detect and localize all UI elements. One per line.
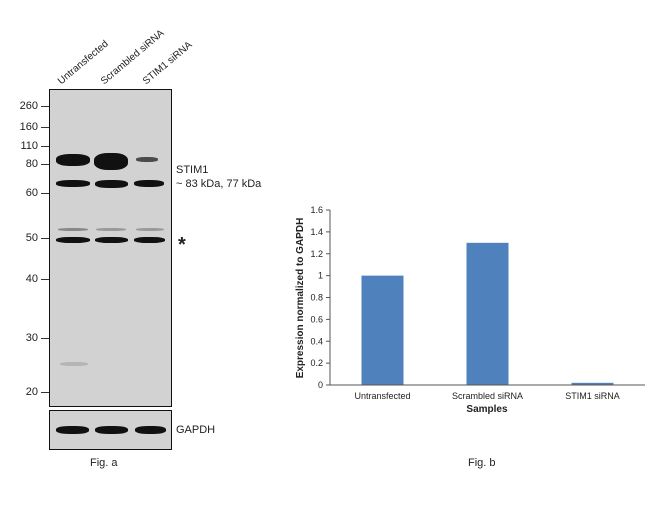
mw-tick xyxy=(41,338,49,339)
mw-tick xyxy=(41,106,49,107)
target-size-label: ~ 83 kDa, 77 kDa xyxy=(176,178,262,190)
mw-tick xyxy=(41,127,49,128)
nonspecific-band-scrambled xyxy=(95,237,128,243)
y-tick-label: 0 xyxy=(318,380,323,390)
mw-tick xyxy=(41,392,49,393)
gapdh-band-scrambled xyxy=(95,426,128,434)
mw-tick xyxy=(41,146,49,147)
x-tick-label: Untransfected xyxy=(354,391,410,401)
y-axis-label: Expression normalized to GAPDH xyxy=(295,218,306,379)
mw-marker-110: 110 xyxy=(20,140,38,152)
blot-artifact xyxy=(60,362,88,366)
y-tick-label: 0.2 xyxy=(310,358,323,368)
bar-untransfected xyxy=(361,275,404,385)
mw-marker-160: 160 xyxy=(19,121,38,133)
y-tick-label: 0.8 xyxy=(310,293,323,303)
nonspecific-marker: * xyxy=(178,234,186,256)
target-label: STIM1 xyxy=(176,164,209,176)
figure-b-caption: Fig. b xyxy=(468,457,496,469)
stim1-lower-band-stim1-sirna xyxy=(134,180,164,187)
mw-marker-30: 30 xyxy=(25,332,38,344)
mw-marker-260: 260 xyxy=(19,100,38,112)
y-tick-label: 1 xyxy=(318,271,323,281)
x-tick-label: Scrambled siRNA xyxy=(452,391,523,401)
stim1-band-stim1-sirna xyxy=(136,157,158,162)
gapdh-blot-panel xyxy=(49,410,172,450)
bar-stim1-sirna xyxy=(571,382,614,385)
main-blot-panel xyxy=(49,89,172,407)
figure-a-caption: Fig. a xyxy=(90,457,118,469)
y-tick-label: 0.4 xyxy=(310,336,323,346)
stim1-band-scrambled xyxy=(94,153,128,170)
y-tick-label: 1.2 xyxy=(310,249,323,259)
stim1-lower-band-untransfected xyxy=(56,180,90,187)
y-tick-label: 1.4 xyxy=(310,227,323,237)
mw-marker-20: 20 xyxy=(25,386,38,398)
faint-band xyxy=(136,228,164,231)
gapdh-band-untransfected xyxy=(56,426,89,434)
stim1-band-untransfected xyxy=(56,154,90,166)
stim1-lower-band-scrambled xyxy=(95,180,128,188)
mw-tick xyxy=(41,193,49,194)
loading-control-label: GAPDH xyxy=(176,424,216,436)
y-tick-label: 0.6 xyxy=(310,314,323,324)
mw-marker-40: 40 xyxy=(25,273,38,285)
mw-tick xyxy=(41,279,49,280)
faint-band xyxy=(96,228,126,231)
mw-marker-80: 80 xyxy=(25,158,38,170)
nonspecific-band-untransfected xyxy=(56,237,90,243)
nonspecific-band-stim1-sirna xyxy=(134,237,165,243)
x-axis-label: Samples xyxy=(466,404,508,415)
y-tick-label: 1.6 xyxy=(310,205,323,215)
x-tick-label: STIM1 siRNA xyxy=(565,391,620,401)
mw-tick xyxy=(41,238,49,239)
bar-scrambled-sirna xyxy=(466,242,509,385)
faint-band xyxy=(58,228,88,231)
mw-tick xyxy=(41,164,49,165)
gapdh-band-stim1-sirna xyxy=(135,426,166,434)
mw-marker-60: 60 xyxy=(25,187,38,199)
mw-marker-50: 50 xyxy=(25,232,38,244)
